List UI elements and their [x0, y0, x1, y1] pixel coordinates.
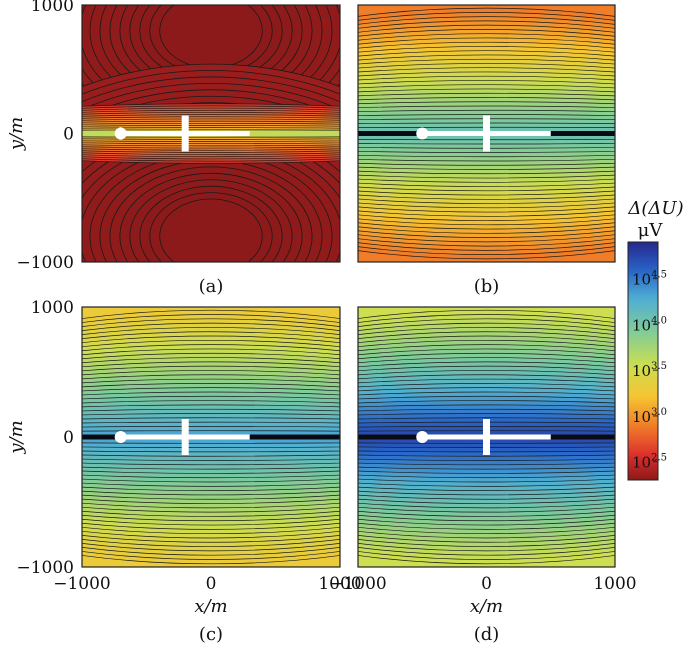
x-tick-label: −1000: [53, 574, 111, 594]
y-axis-label: y/m: [6, 420, 27, 454]
panel-a: 1000 0 −1000 y/m (a): [6, 0, 341, 297]
panel-frame: [81, 4, 341, 263]
panel-d: −1000 0 1000 x/m (d): [329, 306, 637, 645]
contour-line: [159, 198, 263, 262]
panel-label: (d): [474, 624, 500, 645]
receiver-marker: [483, 419, 490, 455]
panel-label: (c): [199, 624, 223, 645]
y-tick-label: −1000: [16, 558, 74, 578]
x-axis-label: x/m: [194, 596, 227, 617]
y-tick-label: −1000: [16, 253, 74, 273]
heatmap-field: [82, 5, 340, 262]
x-tick-label: 1000: [318, 574, 361, 594]
source-marker: [114, 431, 127, 443]
x-tick-label: 0: [481, 574, 492, 594]
receiver-marker: [483, 115, 490, 152]
colorbar-scale: [627, 241, 659, 481]
source-marker: [114, 127, 127, 140]
panel-frame: [357, 306, 616, 568]
panel-label: (b): [474, 276, 500, 297]
colorbar-tick-label: 104.0: [632, 315, 667, 334]
panel-b: (b): [357, 4, 616, 297]
colorbar: Δ(ΔU)μV 102.5 103.0 103.5 104.0 104.5: [627, 198, 684, 481]
receiver-marker: [181, 419, 189, 455]
x-tick-label: −1000: [329, 574, 387, 594]
y-tick-label: 0: [63, 125, 74, 145]
contour-line: [159, 5, 263, 69]
colorbar-unit: μV: [638, 220, 664, 241]
x-tick-label: 0: [206, 574, 217, 594]
colorbar-tick-label: 104.5: [632, 270, 667, 289]
source-marker: [416, 431, 429, 443]
y-axis-label: y/m: [6, 117, 27, 151]
x-axis-label: x/m: [470, 596, 503, 617]
colorbar-tick-label: 103.5: [632, 361, 667, 380]
source-marker: [416, 127, 429, 140]
colorbar-title: Δ(ΔU): [627, 198, 683, 219]
panel-c: 1000 0 −1000−1000 0 1000 y/m x/m (c): [6, 298, 362, 645]
x-tick-label: 1000: [593, 574, 636, 594]
panel-frame: [357, 4, 616, 263]
colorbar-tick-label: 103.0: [632, 407, 667, 426]
y-tick-label: 0: [63, 428, 74, 448]
y-tick-label: 1000: [31, 298, 74, 318]
panel-label: (a): [199, 276, 224, 297]
panel-frame: [81, 306, 341, 568]
colorbar-tick-label: 102.5: [632, 453, 667, 472]
y-tick-label: 1000: [31, 0, 74, 16]
receiver-marker: [181, 115, 189, 152]
